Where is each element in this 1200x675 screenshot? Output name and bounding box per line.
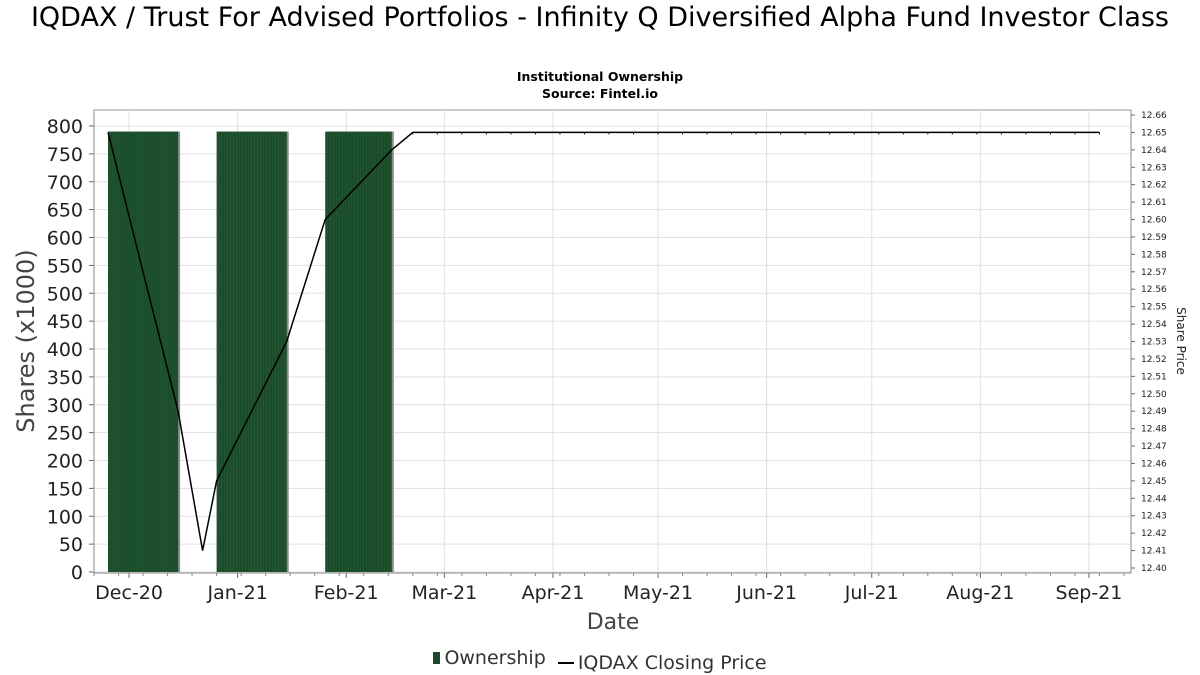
y2-tick-label: 12.64 [1141, 146, 1167, 156]
x-tick-label: May-21 [623, 582, 693, 604]
x-tick-label: Jan-21 [206, 582, 267, 604]
x-tick-label: Apr-21 [522, 582, 585, 604]
y2-tick-label: 12.52 [1141, 355, 1167, 365]
legend-ownership-label: Ownership [444, 647, 546, 669]
chart-legend: Ownership IQDAX Closing Price [0, 647, 1200, 674]
chart-title: IQDAX / Trust For Advised Portfolios - I… [30, 2, 1170, 33]
subtitle-ownership: Institutional Ownership [516, 69, 684, 84]
y-tick-label: 650 [47, 200, 83, 222]
y2-tick-label: 12.43 [1141, 512, 1167, 522]
y-tick-label: 50 [59, 534, 83, 556]
y2-tick-label: 12.45 [1141, 477, 1167, 487]
x-tick-label: Feb-21 [314, 582, 379, 604]
x-tick-label: Jul-21 [844, 582, 899, 604]
y2-tick-label: 12.66 [1141, 111, 1167, 121]
y2-tick-label: 12.62 [1141, 181, 1167, 191]
y2-tick-label: 12.56 [1141, 285, 1167, 295]
y2-tick-label: 12.55 [1141, 303, 1167, 313]
bar-shadow [389, 131, 394, 572]
y2-tick-label: 12.65 [1141, 128, 1167, 138]
y2-tick-label: 12.51 [1141, 372, 1167, 382]
legend-price[interactable]: IQDAX Closing Price [557, 652, 767, 674]
y2-tick-label: 12.41 [1141, 547, 1167, 557]
y2-tick-label: 12.42 [1141, 529, 1167, 539]
y2-tick-label: 12.44 [1141, 494, 1167, 504]
y-tick-label: 150 [47, 478, 83, 500]
y2-tick-label: 12.47 [1141, 442, 1167, 452]
y-tick-label: 750 [47, 144, 83, 166]
legend-price-label: IQDAX Closing Price [577, 652, 767, 674]
y-tick-label: 700 [47, 172, 83, 194]
y-tick-label: 200 [47, 451, 83, 473]
y-tick-label: 600 [47, 228, 83, 250]
ownership-bars [108, 131, 394, 572]
y2-tick-label: 12.63 [1141, 163, 1167, 173]
y2-tick-label: 12.59 [1141, 233, 1167, 243]
bar-shadow [284, 131, 289, 572]
y2-tick-label: 12.54 [1141, 320, 1167, 330]
x-tick-label: Jun-21 [735, 582, 797, 604]
y-tick-label: 250 [47, 423, 83, 445]
y-tick-label: 0 [71, 562, 83, 584]
y2-axis-label: Share Price [1174, 307, 1188, 375]
legend-bar-swatch [433, 652, 441, 664]
x-tick-label: Aug-21 [946, 582, 1014, 604]
y2-tick-label: 12.58 [1141, 250, 1167, 260]
price-line [107, 131, 1100, 551]
y-tick-label: 550 [47, 255, 83, 277]
y-tick-label: 800 [47, 116, 83, 138]
y2-tick-label: 12.49 [1141, 407, 1167, 417]
x-tick-label: Dec-20 [95, 582, 163, 604]
y2-tick-label: 12.46 [1141, 459, 1167, 469]
axes: 0 50 100 150 200 250 300 350 400 450 500 550 600 650 7… [47, 110, 1167, 604]
x-tick-label: Sep-21 [1056, 582, 1123, 604]
x-tick-label: Mar-21 [412, 582, 478, 604]
y-axis-label: Shares (x1000) [12, 249, 40, 432]
y2-tick-label: 12.53 [1141, 338, 1167, 348]
y-tick-label: 450 [47, 311, 83, 333]
y2-tick-label: 12.50 [1141, 390, 1167, 400]
y2-tick-label: 12.40 [1141, 564, 1167, 574]
y-tick-label: 400 [47, 339, 83, 361]
y2-tick-label: 12.60 [1141, 216, 1167, 226]
y-tick-label: 100 [47, 506, 83, 528]
y2-tick-label: 12.57 [1141, 268, 1167, 278]
subtitle-source: Source: Fintel.io [542, 86, 658, 101]
price-line-path [107, 131, 1100, 551]
y2-tick-label: 12.61 [1141, 198, 1167, 208]
legend-line-swatch [557, 662, 574, 664]
x-axis-label: Date [587, 610, 640, 635]
y2-tick-label: 12.48 [1141, 425, 1167, 435]
legend-ownership[interactable]: Ownership [433, 647, 546, 669]
y-tick-label: 350 [47, 367, 83, 389]
y-tick-label: 300 [47, 395, 83, 417]
y-tick-label: 500 [47, 283, 83, 305]
chart-subtitle: Institutional Ownership Source: Fintel.i… [0, 68, 1200, 102]
ownership-bar-3 [325, 131, 392, 572]
